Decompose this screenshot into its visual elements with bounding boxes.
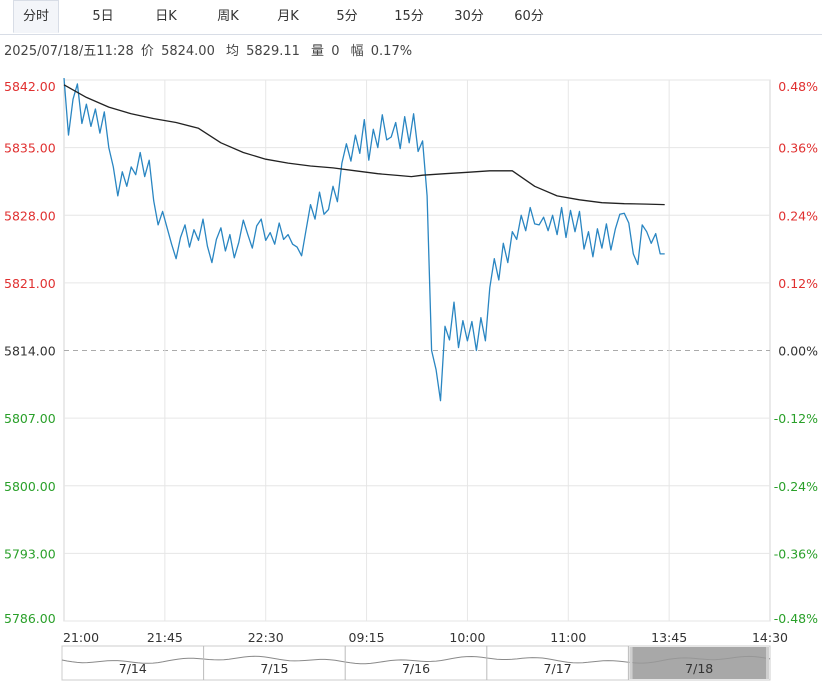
navigator-right-handle (766, 647, 769, 679)
right-tick-label: -0.12% (774, 411, 818, 426)
tab-intraday[interactable]: 分时 (13, 0, 59, 33)
x-tick-label: 14:30 (752, 630, 788, 645)
tab-30-min[interactable]: 30分 (454, 9, 484, 24)
navigator-date-label: 7/15 (260, 661, 288, 676)
tab-5-day[interactable]: 5日 (92, 9, 114, 24)
x-tick-label: 11:00 (550, 630, 586, 645)
right-tick-label: -0.36% (774, 546, 818, 561)
x-tick-label: 22:30 (248, 630, 284, 645)
right-tick-label: -0.48% (774, 611, 818, 626)
y-tick-label: 5842.00 (4, 79, 56, 94)
price-label: 价 (140, 44, 154, 59)
period-tab-bar: 分时 5日 日K 周K 月K 5分 15分 30分 60分 (0, 0, 822, 35)
volume-label: 量 (311, 44, 325, 59)
x-tick-label: 13:45 (651, 630, 687, 645)
avg-label: 均 (225, 44, 239, 59)
navigator-date-label: 7/18 (685, 661, 713, 676)
navigator-date-label: 7/16 (402, 661, 430, 676)
right-tick-label: -0.24% (774, 479, 818, 494)
price-line (63, 78, 665, 402)
right-tick-label: 0.48% (778, 79, 818, 94)
quote-datetime: 2025/07/18/五11:28 (4, 44, 134, 59)
y-tick-label: 5807.00 (4, 411, 56, 426)
tab-5-min[interactable]: 5分 (336, 9, 358, 24)
tab-weekly-k[interactable]: 周K (217, 9, 239, 24)
y-tick-label: 5828.00 (4, 208, 56, 223)
tab-monthly-k[interactable]: 月K (277, 9, 299, 24)
x-tick-label: 21:00 (63, 630, 99, 645)
right-tick-label: 0.12% (778, 276, 818, 291)
tab-15-min[interactable]: 15分 (394, 9, 424, 24)
average-price-line (63, 84, 665, 206)
navigator-selected-range (632, 647, 766, 679)
change-value: 0.17% (370, 44, 413, 59)
right-tick-label: 0.24% (778, 208, 818, 223)
avg-value: 5829.11 (246, 44, 300, 59)
tab-daily-k[interactable]: 日K (155, 9, 177, 24)
navigator-date-label: 7/14 (119, 661, 147, 676)
y-tick-label: 5793.00 (4, 546, 56, 561)
quote-info-bar: 2025/07/18/五11:28 价 5824.00 均 5829.11 量 … (4, 40, 415, 59)
navigator-left-handle (629, 647, 633, 679)
navigator-date-label: 7/17 (544, 661, 572, 676)
y-tick-label: 5800.00 (4, 479, 56, 494)
y-tick-label: 5821.00 (4, 276, 56, 291)
x-tick-label: 10:00 (449, 630, 485, 645)
right-tick-label: 0.36% (778, 141, 818, 156)
tab-60-min[interactable]: 60分 (514, 9, 544, 24)
y-tick-label: 5814.00 (4, 344, 56, 359)
y-tick-label: 5786.00 (4, 611, 56, 626)
price-value: 5824.00 (161, 44, 215, 59)
x-tick-label: 21:45 (147, 630, 183, 645)
y-tick-label: 5835.00 (4, 141, 56, 156)
right-tick-label: 0.00% (778, 344, 818, 359)
change-label: 幅 (350, 44, 364, 59)
x-tick-label: 09:15 (349, 630, 385, 645)
volume-value: 0 (331, 44, 340, 59)
